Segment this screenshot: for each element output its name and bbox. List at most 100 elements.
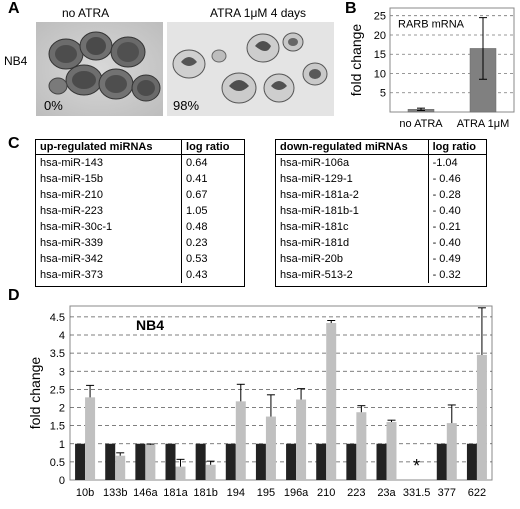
bar-control	[225, 443, 236, 480]
bar-control	[436, 443, 447, 480]
up-log-ratio: 0.23	[181, 235, 244, 251]
table-row: hsa-miR-223 1.05	[36, 203, 244, 219]
cell-line-label: NB4	[4, 54, 28, 68]
column-header: up-regulated miRNAs	[36, 140, 182, 155]
column-header: log ratio	[181, 140, 244, 155]
down-log-ratio: - 0.28	[427, 187, 486, 203]
bar-atra	[175, 466, 186, 480]
table-header-row: up-regulated miRNAs log ratio	[36, 140, 244, 155]
x-tick-label: 210	[317, 487, 335, 499]
column-header: down-regulated miRNAs	[276, 140, 429, 155]
bar-atra	[205, 464, 216, 480]
bar-atra	[115, 455, 126, 480]
up-mirna-name: hsa-miR-373	[40, 269, 103, 281]
bar-atra	[476, 354, 487, 480]
table-row: hsa-miR-373 0.43	[36, 267, 244, 283]
x-tick-label: 181a	[163, 487, 188, 499]
up-mirna-name: hsa-miR-30c-1	[40, 221, 113, 233]
y-tick-label: 1	[59, 439, 65, 451]
chart-title: RARB mRNA	[398, 18, 465, 30]
table-row: hsa-miR-129-1 - 0.46	[276, 171, 486, 187]
bar-atra	[356, 412, 367, 480]
down-log-ratio: - 0.21	[427, 219, 486, 235]
caption-no-atra: no ATRA	[62, 6, 110, 20]
table-row: hsa-miR-181a-2 - 0.28	[276, 187, 486, 203]
down-mirna-name: hsa-miR-129-1	[280, 173, 353, 185]
annotation-asterisk: *	[413, 456, 420, 476]
x-tick-label: 146a	[133, 487, 158, 499]
down-log-ratio: - 0.40	[427, 203, 486, 219]
down-log-ratio: -1.04	[427, 154, 486, 171]
bar-atra	[85, 397, 96, 480]
up-mirna-name: hsa-miR-210	[40, 189, 103, 201]
table-row: hsa-miR-339 0.23	[36, 235, 244, 251]
bar-control	[466, 443, 477, 480]
down-log-ratio: - 0.32	[427, 267, 486, 283]
down-mirna-name: hsa-miR-20b	[280, 253, 343, 265]
up-log-ratio: 0.67	[181, 187, 244, 203]
x-tick-label: 622	[468, 487, 486, 499]
y-tick-label: 3.5	[50, 348, 65, 360]
y-tick-label: 10	[374, 68, 386, 80]
y-tick-label: 20	[374, 30, 386, 42]
bar-control	[105, 443, 116, 480]
x-tick-label: 331.5	[403, 487, 431, 499]
bar-atra	[235, 401, 246, 480]
micrograph-atra	[167, 22, 334, 116]
chart-title: NB4	[136, 317, 164, 333]
y-tick-label: 1.5	[50, 421, 65, 433]
x-tick-label: 23a	[377, 487, 396, 499]
panel-label-b: B	[345, 0, 357, 17]
panel-label-a: A	[8, 0, 20, 17]
y-tick-label: 4.5	[50, 312, 65, 324]
table-row: hsa-miR-210 0.67	[36, 187, 244, 203]
y-tick-label: 4	[59, 330, 65, 342]
x-tick-label: 133b	[103, 487, 127, 499]
up-mirna-name: hsa-miR-143	[40, 157, 103, 169]
column-header: log ratio	[427, 140, 486, 155]
x-tick-label: 196a	[284, 487, 309, 499]
down-mirna-name: hsa-miR-106a	[280, 157, 350, 169]
panel-d-chart: 0 0.5 1 1.5 2 2.5 3 3.5 4 4.5 NB4 fold change 10b 133…	[27, 305, 493, 499]
bar-control	[165, 443, 176, 480]
up-mirna-name: hsa-miR-15b	[40, 173, 103, 185]
bar-atra	[386, 422, 397, 480]
bar-control	[195, 443, 206, 480]
up-log-ratio: 0.43	[181, 267, 244, 283]
plot-area	[69, 305, 493, 481]
down-mirna-name: hsa-miR-181a-2	[280, 189, 359, 201]
down-regulated-table-box: down-regulated miRNAs log ratio hsa-miR-…	[275, 139, 487, 287]
up-regulated-table-box: up-regulated miRNAs log ratio hsa-miR-14…	[35, 139, 245, 287]
y-tick-label: 3	[59, 366, 65, 378]
y-tick-label: 2	[59, 403, 65, 415]
table-row: hsa-miR-106a -1.04	[276, 154, 486, 171]
down-regulated-table: down-regulated miRNAs log ratio hsa-miR-…	[276, 140, 486, 283]
table-row: hsa-miR-342 0.53	[36, 251, 244, 267]
up-log-ratio: 0.41	[181, 171, 244, 187]
up-regulated-table: up-regulated miRNAs log ratio hsa-miR-14…	[36, 140, 244, 283]
table-row: hsa-miR-143 0.64	[36, 154, 244, 171]
differentiated-cells	[172, 32, 328, 104]
up-log-ratio: 0.48	[181, 219, 244, 235]
bar-control	[135, 443, 146, 480]
y-tick-label: 0	[59, 475, 65, 487]
y-tick-label: 5	[380, 88, 386, 100]
x-tick-label: 195	[257, 487, 275, 499]
table-header-row: down-regulated miRNAs log ratio	[276, 140, 486, 155]
x-tick-label: 194	[227, 487, 245, 499]
table-row: hsa-miR-181b-1 - 0.40	[276, 203, 486, 219]
table-row: hsa-miR-181c - 0.21	[276, 219, 486, 235]
bar-atra	[296, 399, 307, 480]
bar-control	[316, 443, 327, 480]
panel-b-chart: 5 10 15 20 25 RARB mRNA fold change no ATRA ATRA…	[348, 7, 515, 130]
bar-control	[346, 443, 357, 480]
x-tick-label: 181b	[193, 487, 217, 499]
y-tick-label: 0.5	[50, 457, 65, 469]
micrograph-no-atra	[36, 22, 163, 116]
panel-label-d: D	[8, 287, 20, 304]
y-tick-label: 25	[374, 11, 386, 23]
up-mirna-name: hsa-miR-342	[40, 253, 103, 265]
down-mirna-name: hsa-miR-513-2	[280, 269, 353, 281]
table-row: hsa-miR-15b 0.41	[36, 171, 244, 187]
up-log-ratio: 0.53	[181, 251, 244, 267]
